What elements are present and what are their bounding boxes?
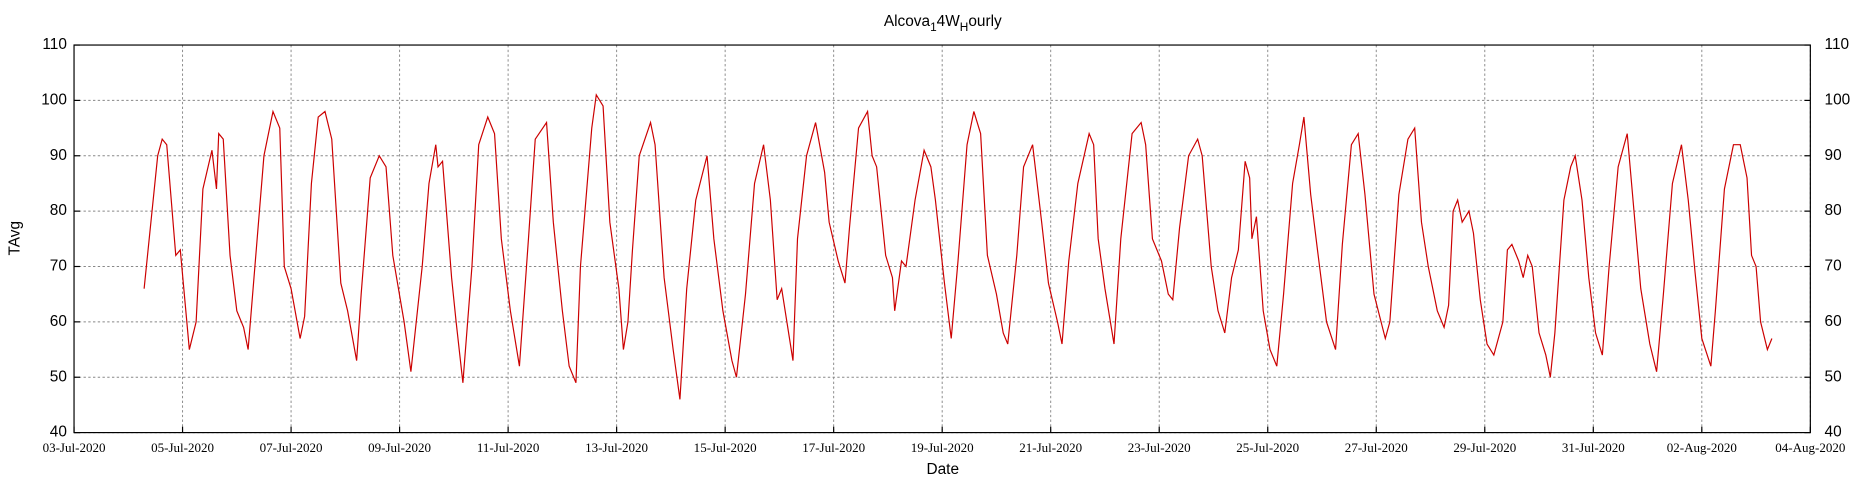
x-tick-label: 05-Jul-2020 bbox=[151, 440, 214, 455]
x-tick-label: 07-Jul-2020 bbox=[260, 440, 323, 455]
y2-tick-label: 60 bbox=[1825, 313, 1842, 330]
x-tick-label: 13-Jul-2020 bbox=[585, 440, 648, 455]
y2-tick-label: 100 bbox=[1825, 91, 1850, 108]
y2-tick-label: 80 bbox=[1825, 202, 1842, 219]
x-tick-label: 03-Jul-2020 bbox=[43, 440, 106, 455]
y-tick-label: 110 bbox=[42, 36, 67, 53]
chart-title: Alcova14WHourly bbox=[884, 13, 1002, 34]
y2-tick-label: 50 bbox=[1825, 368, 1842, 385]
x-axis-label: Date bbox=[927, 461, 960, 478]
x-tick-label: 29-Jul-2020 bbox=[1453, 440, 1516, 455]
title-part: Alcova bbox=[884, 13, 931, 30]
title-part: 4W bbox=[937, 13, 961, 30]
x-tick-label: 15-Jul-2020 bbox=[694, 440, 757, 455]
x-tick-label: 04-Aug-2020 bbox=[1775, 440, 1846, 455]
x-tick-label: 02-Aug-2020 bbox=[1667, 440, 1738, 455]
title-part: ourly bbox=[968, 13, 1002, 30]
title-subscript: H bbox=[960, 20, 969, 34]
y-tick-label: 60 bbox=[50, 313, 67, 330]
y-tick-label: 70 bbox=[50, 258, 67, 275]
y-tick-label: 80 bbox=[50, 202, 67, 219]
x-tick-label: 31-Jul-2020 bbox=[1562, 440, 1625, 455]
y2-tick-label: 90 bbox=[1825, 147, 1842, 164]
y2-tick-label: 110 bbox=[1825, 36, 1850, 53]
y-tick-label: 90 bbox=[50, 147, 67, 164]
y-tick-label: 40 bbox=[50, 424, 67, 441]
x-tick-label: 09-Jul-2020 bbox=[368, 440, 431, 455]
y2-tick-label: 70 bbox=[1825, 258, 1842, 275]
x-tick-label: 23-Jul-2020 bbox=[1128, 440, 1191, 455]
x-tick-label: 21-Jul-2020 bbox=[1019, 440, 1082, 455]
data-line bbox=[143, 93, 1773, 400]
x-tick-label: 17-Jul-2020 bbox=[802, 440, 865, 455]
y-tick-label: 50 bbox=[50, 368, 67, 385]
plot-frame bbox=[73, 44, 1811, 434]
x-tick-label: 27-Jul-2020 bbox=[1345, 440, 1408, 455]
y-axis-label: TAvg bbox=[7, 221, 24, 256]
y2-tick-label: 40 bbox=[1825, 424, 1842, 441]
x-tick-label: 11-Jul-2020 bbox=[477, 440, 540, 455]
title-subscript: 1 bbox=[930, 20, 937, 34]
y-tick-label: 100 bbox=[41, 91, 67, 108]
x-tick-label: 19-Jul-2020 bbox=[911, 440, 974, 455]
x-tick-label: 25-Jul-2020 bbox=[1236, 440, 1299, 455]
